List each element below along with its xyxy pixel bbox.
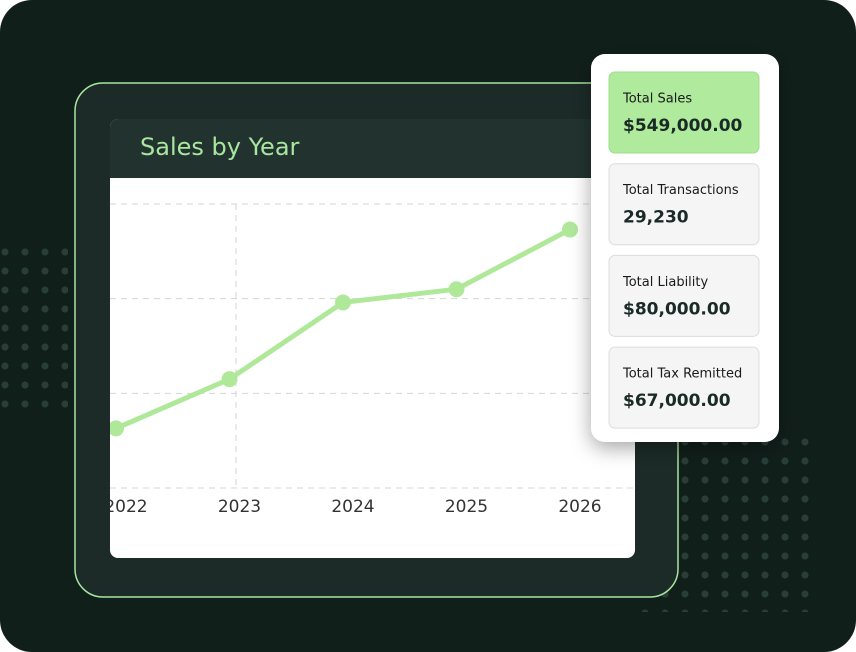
data-point: [221, 371, 238, 388]
stat-label: Total Tax Remitted: [622, 367, 742, 382]
stats-list: Total Sales $549,000.00 Total Transactions…: [608, 71, 760, 429]
stat-label: Total Sales: [622, 92, 692, 107]
dot-pattern: [0, 237, 68, 412]
stat-value: $549,000.00: [623, 116, 743, 136]
stat-card: [608, 71, 760, 154]
chart-title: Sales by Year: [140, 133, 300, 161]
stat-label: Total Liability: [622, 275, 708, 290]
x-tick-label: 2022: [104, 497, 147, 517]
chart-header: [110, 119, 635, 178]
stat-value: $67,000.00: [623, 391, 731, 411]
data-point: [335, 294, 351, 311]
data-point: [562, 221, 578, 238]
x-tick-label: 2026: [558, 497, 601, 517]
chart-card: [110, 119, 635, 558]
stat-card: [608, 163, 760, 246]
x-tick-label: 2024: [331, 497, 374, 517]
stat-value: 29,230: [623, 208, 689, 228]
stat-value: $80,000.00: [623, 299, 731, 319]
plot-area: 2022 2023 2024 2025 2026: [104, 203, 635, 517]
stat-label: Total Transactions: [622, 183, 739, 198]
data-point: [110, 420, 124, 437]
data-point: [448, 281, 465, 298]
x-tick-label: 2023: [218, 497, 261, 517]
x-tick-label: 2025: [445, 497, 488, 517]
stat-card: [608, 254, 760, 337]
stat-card: [608, 346, 760, 429]
